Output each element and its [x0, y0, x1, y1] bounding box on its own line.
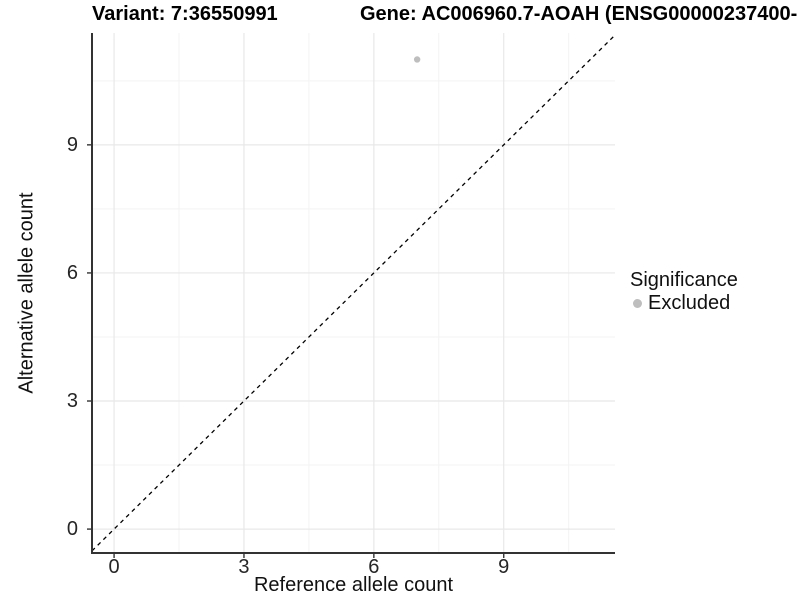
- identity-dashed-line: [91, 34, 616, 552]
- variant-title: Variant: 7:36550991: [92, 3, 278, 25]
- x-tick-label-3: 3: [238, 556, 250, 578]
- x-tick-label-0: 0: [108, 556, 120, 578]
- legend: Significance Excluded: [630, 269, 738, 315]
- x-tick-label-9: 9: [498, 556, 510, 578]
- y-tick-label-3: 3: [66, 390, 78, 412]
- y-tick-label-6: 6: [66, 261, 78, 284]
- gene-title: Gene: AC006960.7-AOAH (ENSG00000237400-: [360, 3, 798, 25]
- legend-entry-excluded: Excluded: [630, 292, 738, 315]
- legend-point-icon: [633, 299, 642, 308]
- x-axis-title: Reference allele count: [253, 574, 453, 596]
- legend-entry-label: Excluded: [648, 292, 731, 314]
- y-tick-label-9: 9: [66, 133, 78, 156]
- y-axis-title-text: Alternative allele count: [15, 192, 38, 394]
- x-tick-label-6: 6: [368, 556, 380, 578]
- data-point: [413, 56, 421, 63]
- y-tick-label-0: 0: [66, 518, 78, 541]
- legend-title: Significance: [630, 269, 738, 291]
